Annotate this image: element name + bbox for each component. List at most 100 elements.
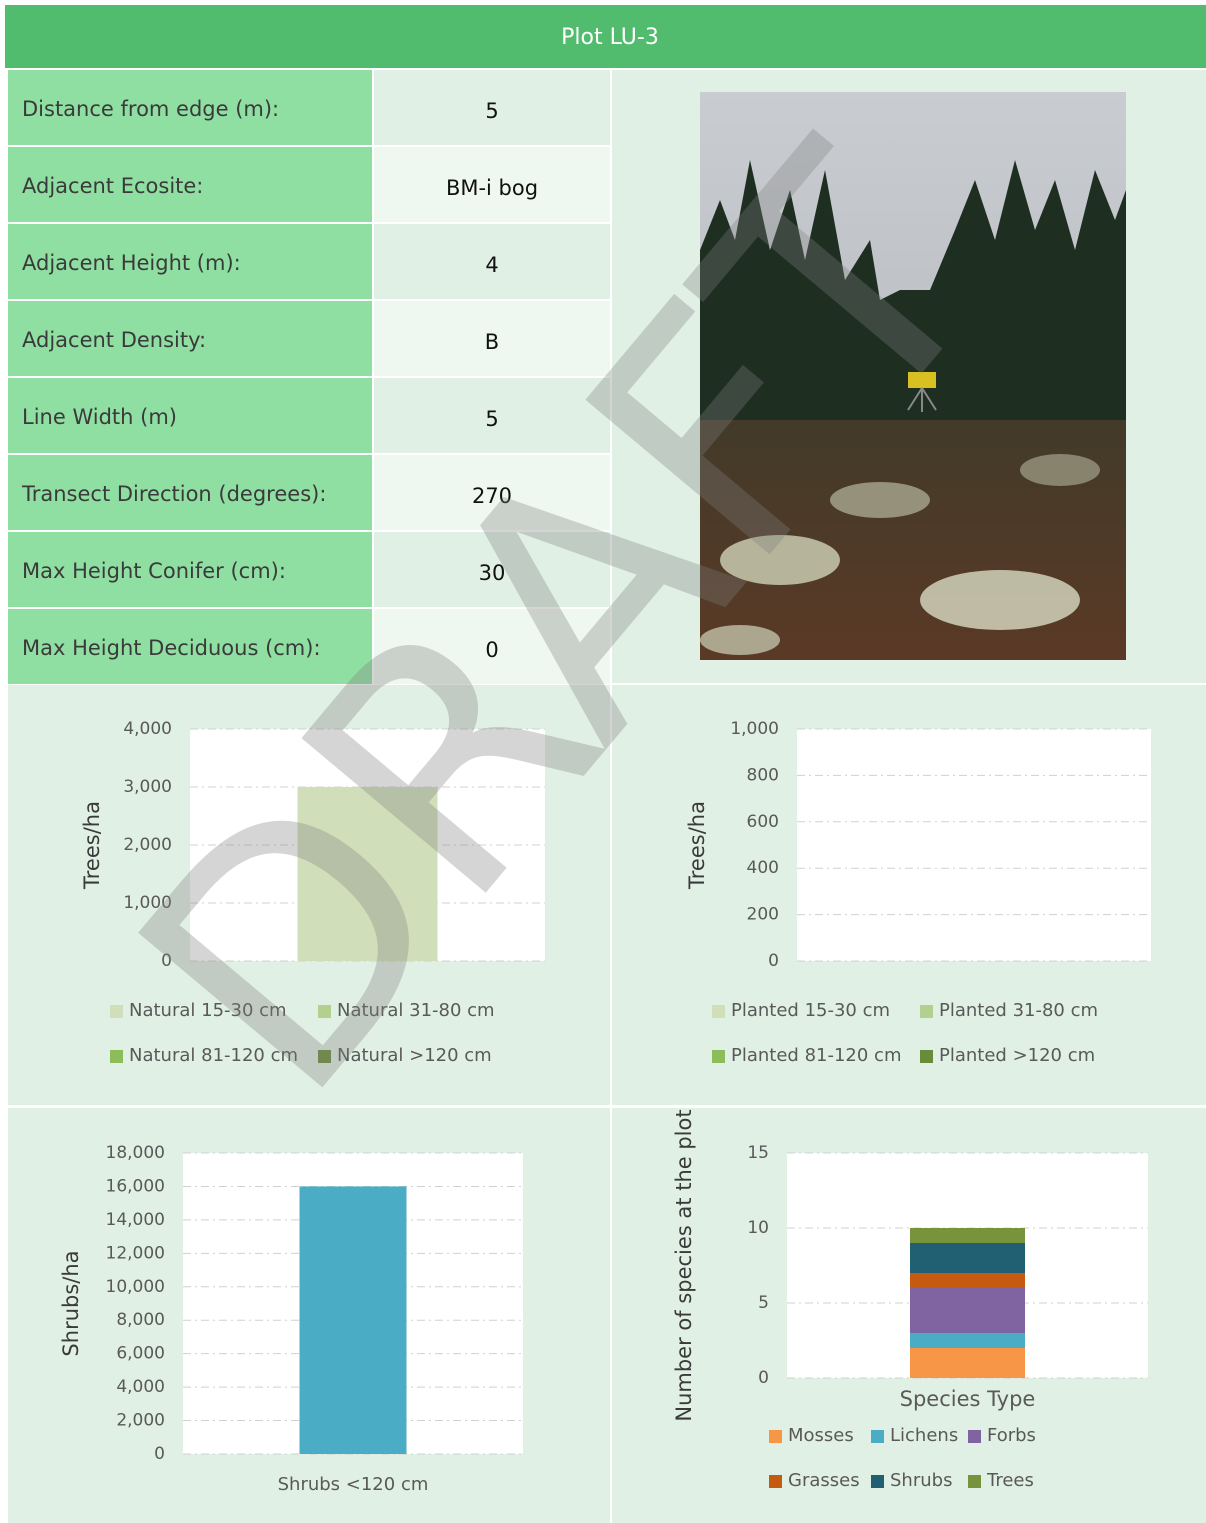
y-tick-label: 5 <box>758 1293 769 1313</box>
value-cell <box>374 147 610 222</box>
legend-label: Shrubs <box>890 1470 952 1491</box>
y-tick-label: 1,000 <box>730 719 779 739</box>
bar-segment <box>910 1228 1025 1243</box>
label-cell <box>8 147 372 222</box>
y-tick-label: 18,000 <box>106 1143 165 1163</box>
y-tick-label: 15 <box>747 1143 769 1163</box>
legend-label: Natural 81-120 cm <box>129 1045 298 1066</box>
legend-swatch <box>871 1475 884 1488</box>
label-cell <box>8 224 372 299</box>
y-tick-label: 4,000 <box>116 1377 165 1397</box>
y-tick-label: 200 <box>747 905 779 925</box>
label-cell <box>8 70 372 145</box>
label-cell <box>8 609 372 684</box>
y-tick-label: 600 <box>747 812 779 832</box>
value-cell <box>374 532 610 607</box>
value-cell <box>374 609 610 684</box>
legend-label: Natural 31-80 cm <box>337 1000 495 1021</box>
legend-swatch <box>871 1430 884 1443</box>
legend-swatch <box>920 1050 933 1063</box>
field-value: BM-i bog <box>446 176 538 200</box>
y-axis-label: Shrubs/ha <box>59 1250 83 1356</box>
bar-segment <box>910 1288 1025 1333</box>
legend-label: Planted 15-30 cm <box>731 1000 890 1021</box>
field-label: Transect Direction (degrees): <box>21 482 326 506</box>
field-label: Adjacent Density: <box>22 328 206 352</box>
legend-label: Trees <box>986 1470 1034 1491</box>
legend-swatch <box>968 1475 981 1488</box>
y-tick-label: 4,000 <box>123 719 172 739</box>
y-tick-label: 16,000 <box>106 1176 165 1196</box>
field-value: 5 <box>485 407 498 431</box>
bar-segment <box>910 1333 1025 1348</box>
field-value: 4 <box>485 253 498 277</box>
y-axis-label: Number of species at the plot <box>672 1109 696 1421</box>
legend-label: Lichens <box>890 1425 958 1446</box>
legend-swatch <box>968 1430 981 1443</box>
bar <box>299 1186 407 1454</box>
y-tick-label: 12,000 <box>106 1243 165 1263</box>
plot-photo <box>700 92 1126 660</box>
x-category-label: Shrubs <120 cm <box>278 1474 429 1495</box>
y-tick-label: 0 <box>758 1368 769 1388</box>
field-value: 5 <box>485 99 498 123</box>
y-axis-label: Trees/ha <box>685 801 709 890</box>
legend-label: Grasses <box>788 1470 860 1491</box>
legend-swatch <box>318 1005 331 1018</box>
legend-swatch <box>110 1005 123 1018</box>
field-label: Distance from edge (m): <box>22 97 279 121</box>
y-tick-label: 6,000 <box>116 1344 165 1364</box>
legend-swatch <box>110 1050 123 1063</box>
field-value: 270 <box>472 484 512 508</box>
y-tick-label: 2,000 <box>116 1411 165 1431</box>
field-label: Adjacent Height (m): <box>22 251 241 275</box>
legend-label: Forbs <box>987 1425 1036 1446</box>
legend-label: Planted 81-120 cm <box>731 1045 901 1066</box>
y-tick-label: 14,000 <box>106 1210 165 1230</box>
y-axis-label: Trees/ha <box>80 801 104 890</box>
y-tick-label: 1,000 <box>123 893 172 913</box>
value-cell <box>374 378 610 453</box>
legend-swatch <box>769 1430 782 1443</box>
label-cell <box>8 532 372 607</box>
y-tick-label: 10 <box>747 1218 769 1238</box>
header-bar <box>5 5 1206 68</box>
legend-swatch <box>769 1475 782 1488</box>
legend-swatch <box>712 1050 725 1063</box>
value-cell <box>374 70 610 145</box>
x-category-label: Species Type <box>900 1387 1036 1411</box>
bar-segment <box>910 1243 1025 1273</box>
label-cell <box>8 378 372 453</box>
value-cell <box>374 455 610 530</box>
field-label: Line Width (m) <box>22 405 177 429</box>
label-cell <box>8 301 372 376</box>
bar-segment <box>910 1348 1025 1378</box>
y-tick-label: 800 <box>747 765 779 785</box>
legend-label: Planted 31-80 cm <box>939 1000 1098 1021</box>
y-tick-label: 0 <box>161 951 172 971</box>
y-tick-label: 0 <box>768 951 779 971</box>
bar-segment <box>910 1273 1025 1288</box>
y-tick-label: 0 <box>154 1444 165 1464</box>
legend-swatch <box>318 1050 331 1063</box>
field-value: 30 <box>479 561 506 585</box>
field-value: B <box>485 330 499 354</box>
legend-label: Planted >120 cm <box>939 1045 1095 1066</box>
plot-area <box>797 729 1151 961</box>
legend-label: Natural 15-30 cm <box>129 1000 287 1021</box>
field-label: Adjacent Ecosite: <box>22 174 203 198</box>
legend-swatch <box>712 1005 725 1018</box>
y-tick-label: 400 <box>747 858 779 878</box>
bar-segment <box>297 787 438 961</box>
y-tick-label: 8,000 <box>116 1310 165 1330</box>
legend-label: Mosses <box>788 1425 854 1446</box>
y-tick-label: 3,000 <box>123 777 172 797</box>
label-cell <box>8 455 372 530</box>
field-label: Max Height Conifer (cm): <box>22 559 286 583</box>
value-cell <box>374 224 610 299</box>
legend-swatch <box>920 1005 933 1018</box>
y-tick-label: 2,000 <box>123 835 172 855</box>
field-value: 0 <box>485 638 498 662</box>
